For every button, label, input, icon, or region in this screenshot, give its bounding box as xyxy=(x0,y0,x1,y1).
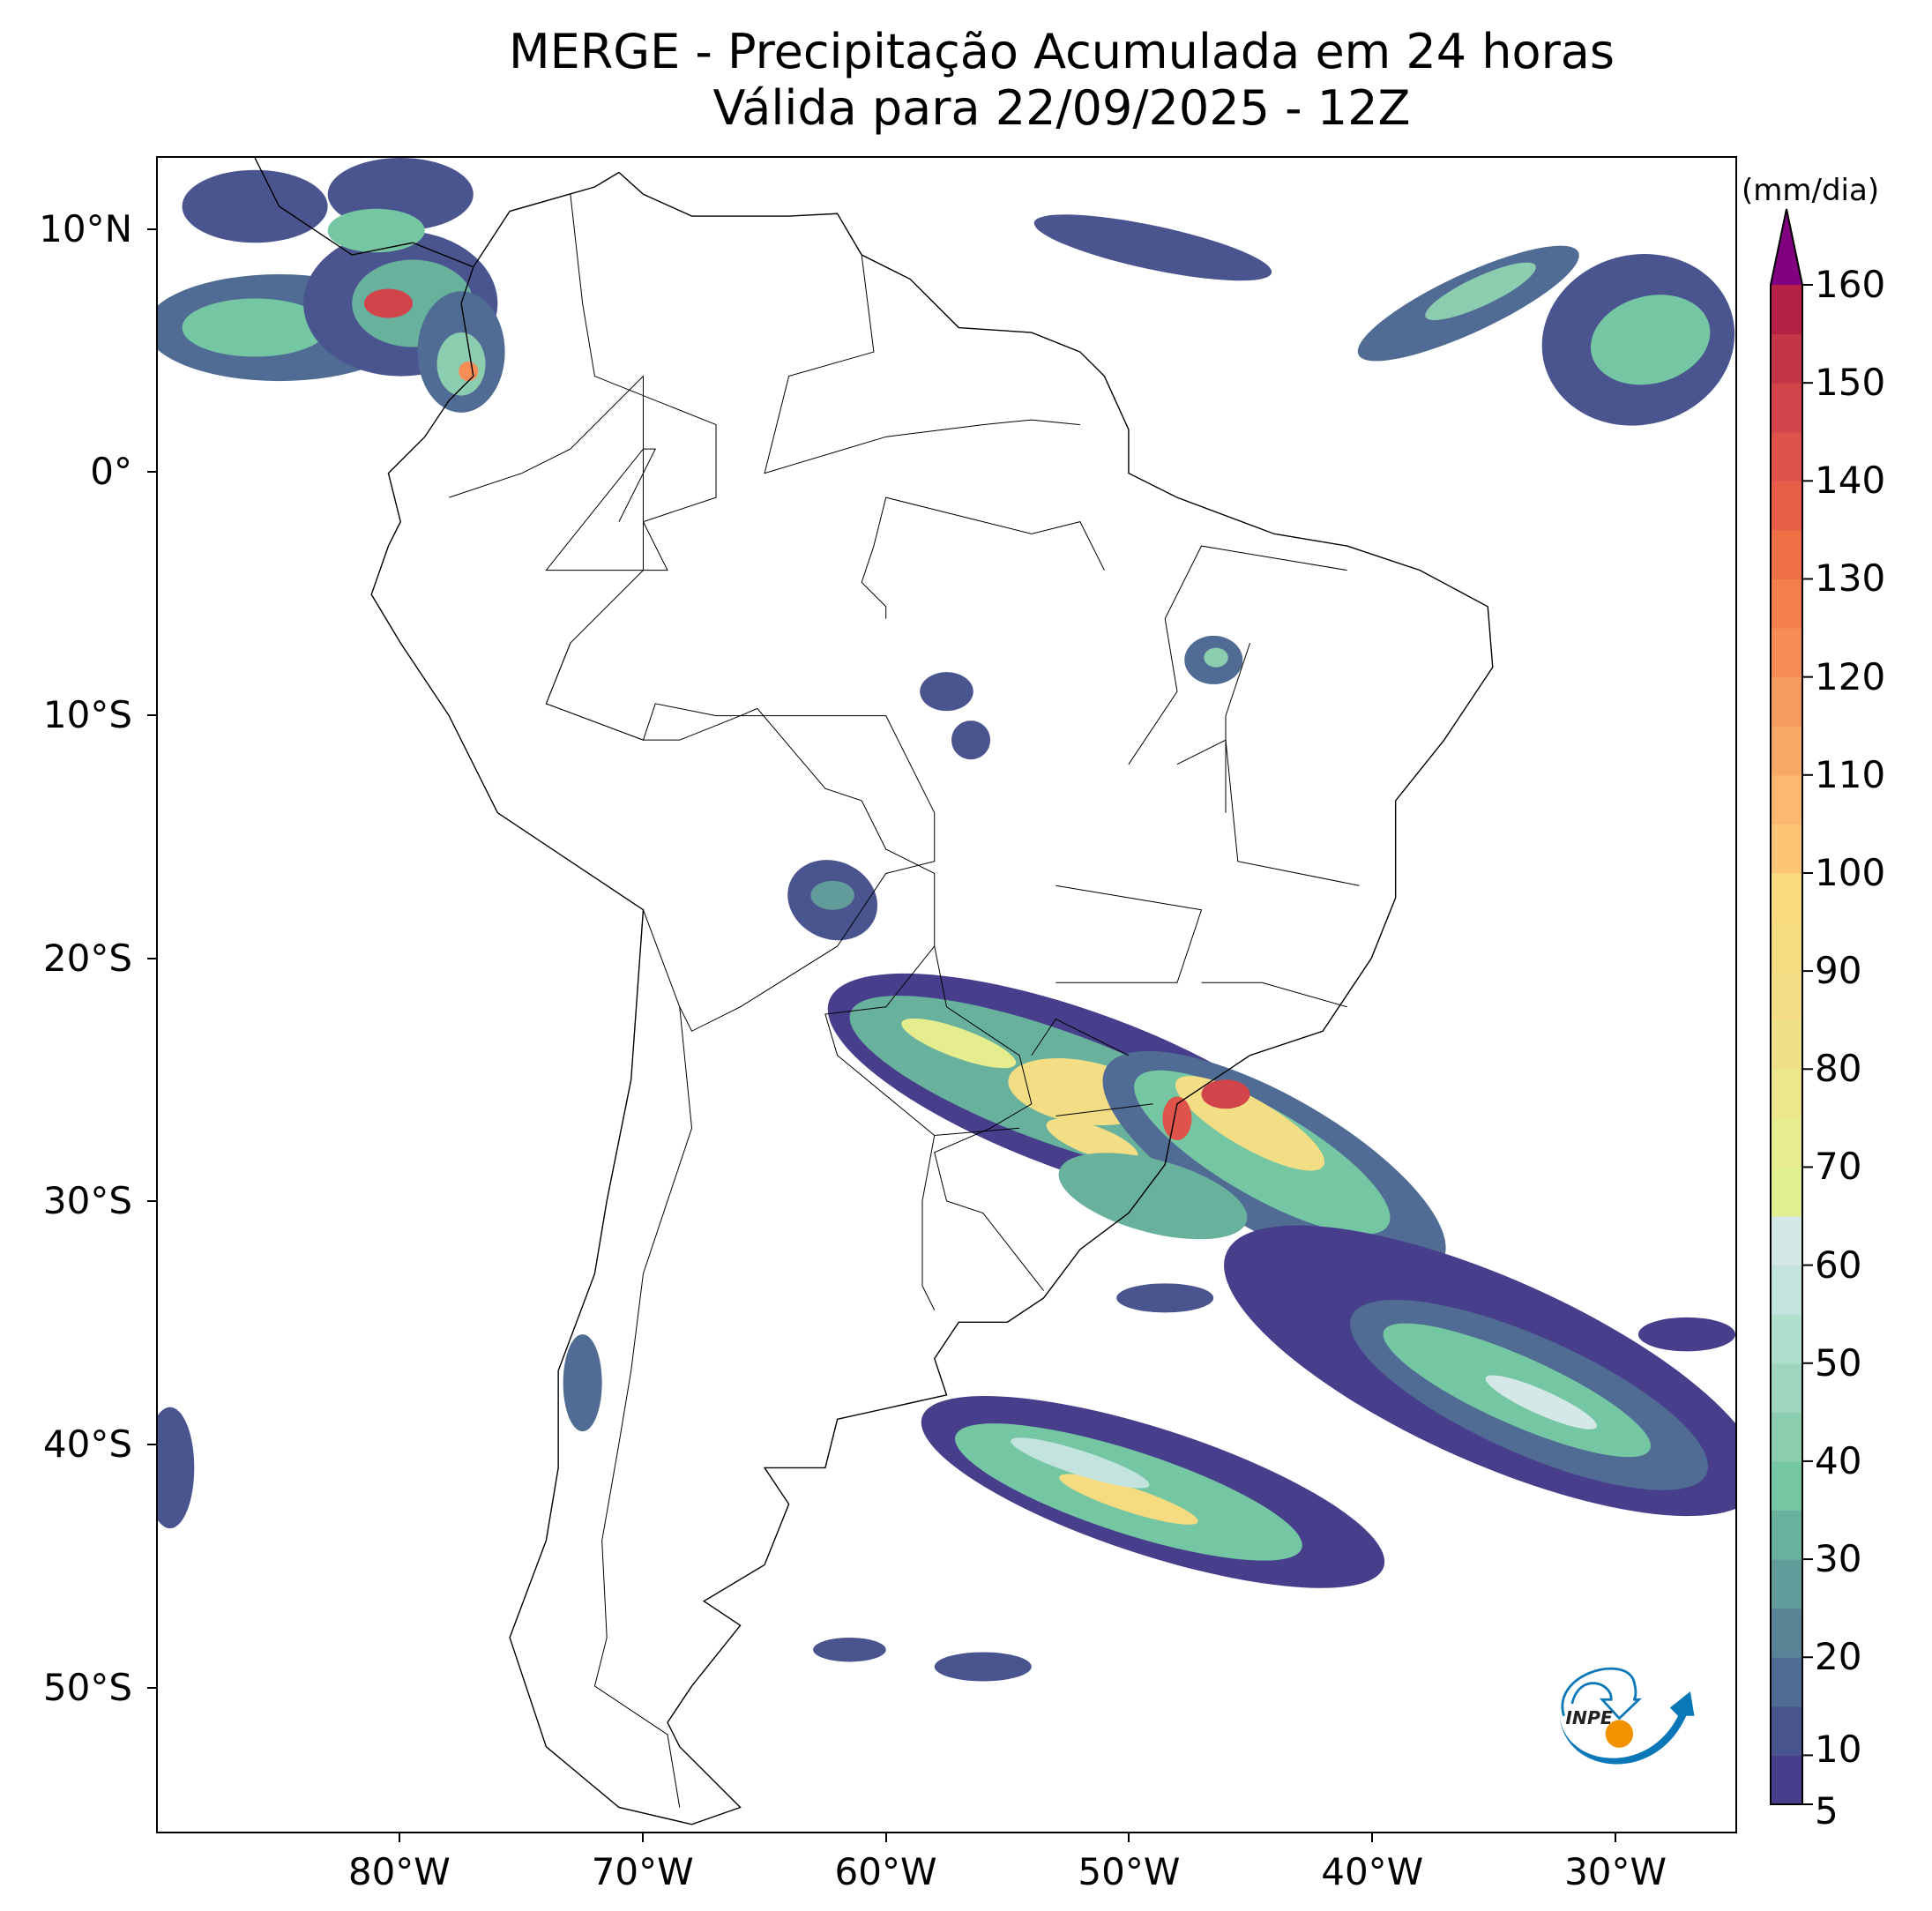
colorbar-segment xyxy=(1771,1362,1802,1413)
colorbar-tick-label: 10 xyxy=(1815,1728,1862,1772)
colorbar-segment xyxy=(1771,481,1802,531)
colorbar-segment xyxy=(1771,1706,1802,1756)
lat-tick-label: 0° xyxy=(90,450,132,494)
lon-tick-label: 60°W xyxy=(834,1850,937,1893)
colorbar-unit-label: (mm/dia) xyxy=(1742,173,1880,208)
colorbar-tick-label: 30 xyxy=(1815,1537,1862,1581)
colorbar-segment xyxy=(1771,1657,1802,1707)
lon-tick-mark xyxy=(1128,1833,1130,1842)
colorbar-segment xyxy=(1771,1460,1802,1512)
colorbar-tick-label: 20 xyxy=(1815,1635,1862,1679)
lat-tick-mark xyxy=(147,957,156,959)
colorbar-tick-label: 150 xyxy=(1815,361,1886,405)
colorbar-segment xyxy=(1771,1069,1802,1119)
colorbar-tick-label: 40 xyxy=(1815,1438,1862,1482)
colorbar-tick-label: 60 xyxy=(1815,1243,1862,1287)
lat-tick-label: 40°S xyxy=(42,1422,132,1466)
lon-tick-mark xyxy=(1615,1833,1617,1842)
country-borders xyxy=(449,194,1359,1807)
lat-tick-mark xyxy=(147,1686,156,1689)
lon-tick-mark xyxy=(641,1833,644,1842)
colorbar-segment xyxy=(1771,579,1802,629)
colorbar-segment xyxy=(1771,922,1802,972)
colorbar-segment xyxy=(1771,628,1802,678)
colorbar-segment xyxy=(1771,383,1802,433)
lat-tick-mark xyxy=(147,1443,156,1445)
lon-tick-mark xyxy=(884,1833,887,1842)
colorbar-tick-label: 70 xyxy=(1815,1145,1862,1189)
colorbar-segment xyxy=(1771,1608,1802,1658)
lon-tick-label: 40°W xyxy=(1321,1850,1424,1893)
lat-tick-label: 10°S xyxy=(42,693,132,736)
colorbar-tick-label: 50 xyxy=(1815,1340,1862,1385)
colorbar-segment xyxy=(1771,1265,1802,1315)
lat-tick-label: 50°S xyxy=(42,1665,132,1709)
precipitation-map xyxy=(156,156,1737,1833)
lat-tick-mark xyxy=(147,228,156,230)
inpe-logo: INPE xyxy=(1559,1667,1695,1765)
colorbar-segment xyxy=(1771,1117,1802,1168)
colorbar-extend-arrow xyxy=(1771,209,1802,285)
colorbar-segment xyxy=(1771,431,1802,481)
lat-tick-mark xyxy=(147,1200,156,1203)
lat-tick-label: 20°S xyxy=(42,936,132,980)
lon-tick-label: 80°W xyxy=(347,1850,451,1893)
colorbar-segment xyxy=(1771,726,1802,776)
colorbar-outline xyxy=(1770,208,1803,1805)
chart-title: MERGE - Precipitação Acumulada em 24 hor… xyxy=(509,24,1615,79)
colorbar-segment xyxy=(1771,1412,1802,1462)
colorbar-segment xyxy=(1771,1019,1802,1070)
colorbar-segment xyxy=(1771,774,1802,825)
lat-tick-label: 30°S xyxy=(42,1179,132,1223)
colorbar-tick-label: 110 xyxy=(1815,752,1886,796)
colorbar-segment xyxy=(1771,1167,1802,1217)
colorbar-tick-label: 5 xyxy=(1815,1789,1839,1833)
colorbar-tick-label: 160 xyxy=(1815,263,1886,306)
coastline xyxy=(255,158,1493,1825)
colorbar-tick-label: 130 xyxy=(1815,556,1886,601)
lat-tick-mark xyxy=(147,471,156,474)
colorbar-segment xyxy=(1771,1314,1802,1364)
colorbar-segment xyxy=(1771,1559,1802,1609)
lon-tick-mark xyxy=(398,1833,400,1842)
colorbar-segment xyxy=(1771,285,1802,335)
colorbar-tick-label: 120 xyxy=(1815,654,1886,698)
chart-subtitle: Válida para 22/09/2025 - 12Z xyxy=(712,80,1411,136)
lat-tick-label: 10°N xyxy=(39,206,132,250)
colorbar-segment xyxy=(1771,824,1802,874)
lat-tick-mark xyxy=(147,714,156,716)
colorbar-segment xyxy=(1771,333,1802,384)
colorbar-segment xyxy=(1771,872,1802,923)
colorbar-segment xyxy=(1771,1755,1802,1805)
colorbar-tick-label: 80 xyxy=(1815,1047,1862,1091)
colorbar-segment xyxy=(1771,971,1802,1021)
logo-text: INPE xyxy=(1565,1707,1613,1728)
lon-tick-label: 30°W xyxy=(1564,1850,1667,1893)
colorbar-segment xyxy=(1771,676,1802,727)
colorbar-tick-label: 90 xyxy=(1815,949,1862,993)
colorbar-tick-label: 140 xyxy=(1815,459,1886,503)
lon-tick-mark xyxy=(1371,1833,1374,1842)
colorbar-segment xyxy=(1771,1216,1802,1266)
lon-tick-label: 50°W xyxy=(1078,1850,1181,1893)
colorbar-segment xyxy=(1771,1510,1802,1560)
colorbar-segment xyxy=(1771,529,1802,579)
precipitation-field xyxy=(158,158,1735,1682)
lon-tick-label: 70°W xyxy=(591,1850,694,1893)
colorbar-tick-label: 100 xyxy=(1815,850,1886,894)
